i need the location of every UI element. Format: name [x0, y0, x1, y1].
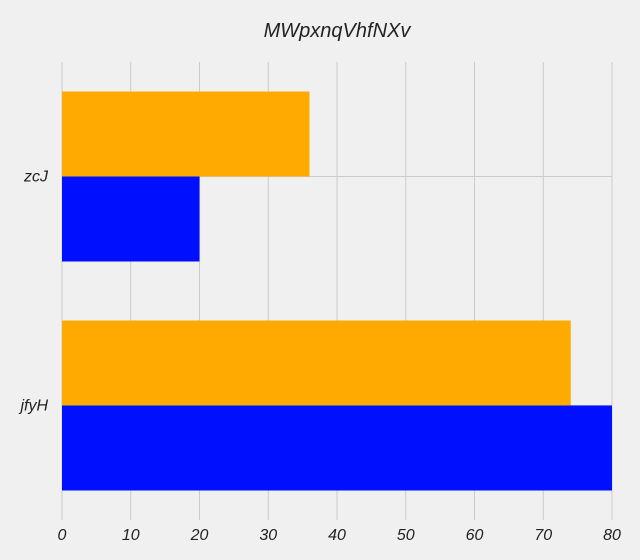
bar-jfyH-series-2 — [62, 320, 571, 406]
bar-jfyH-series-1 — [62, 405, 612, 491]
bar-zcJ-series-2 — [62, 91, 310, 177]
bar-zcJ-series-1 — [62, 176, 200, 262]
bars — [62, 91, 612, 491]
x-tick-label-20: 20 — [190, 527, 209, 544]
x-tick-label-60: 60 — [466, 527, 484, 544]
y-tick-label-zcJ: zcJ — [23, 169, 49, 186]
x-tick-label-10: 10 — [122, 527, 140, 544]
x-tick-label-80: 80 — [603, 527, 621, 544]
y-tick-label-jfyH: jfyH — [18, 398, 48, 415]
chart-title: MWpxnqVhfNXv — [264, 20, 412, 42]
x-tick-label-30: 30 — [259, 527, 277, 544]
x-axis-ticks: 0 10 20 30 40 50 60 70 80 — [58, 527, 621, 544]
y-axis-ticks: jfyH zcJ — [18, 169, 49, 415]
x-tick-label-40: 40 — [328, 527, 346, 544]
x-tick-label-50: 50 — [397, 527, 415, 544]
x-tick-label-70: 70 — [534, 527, 552, 544]
x-tick-label-0: 0 — [58, 527, 67, 544]
